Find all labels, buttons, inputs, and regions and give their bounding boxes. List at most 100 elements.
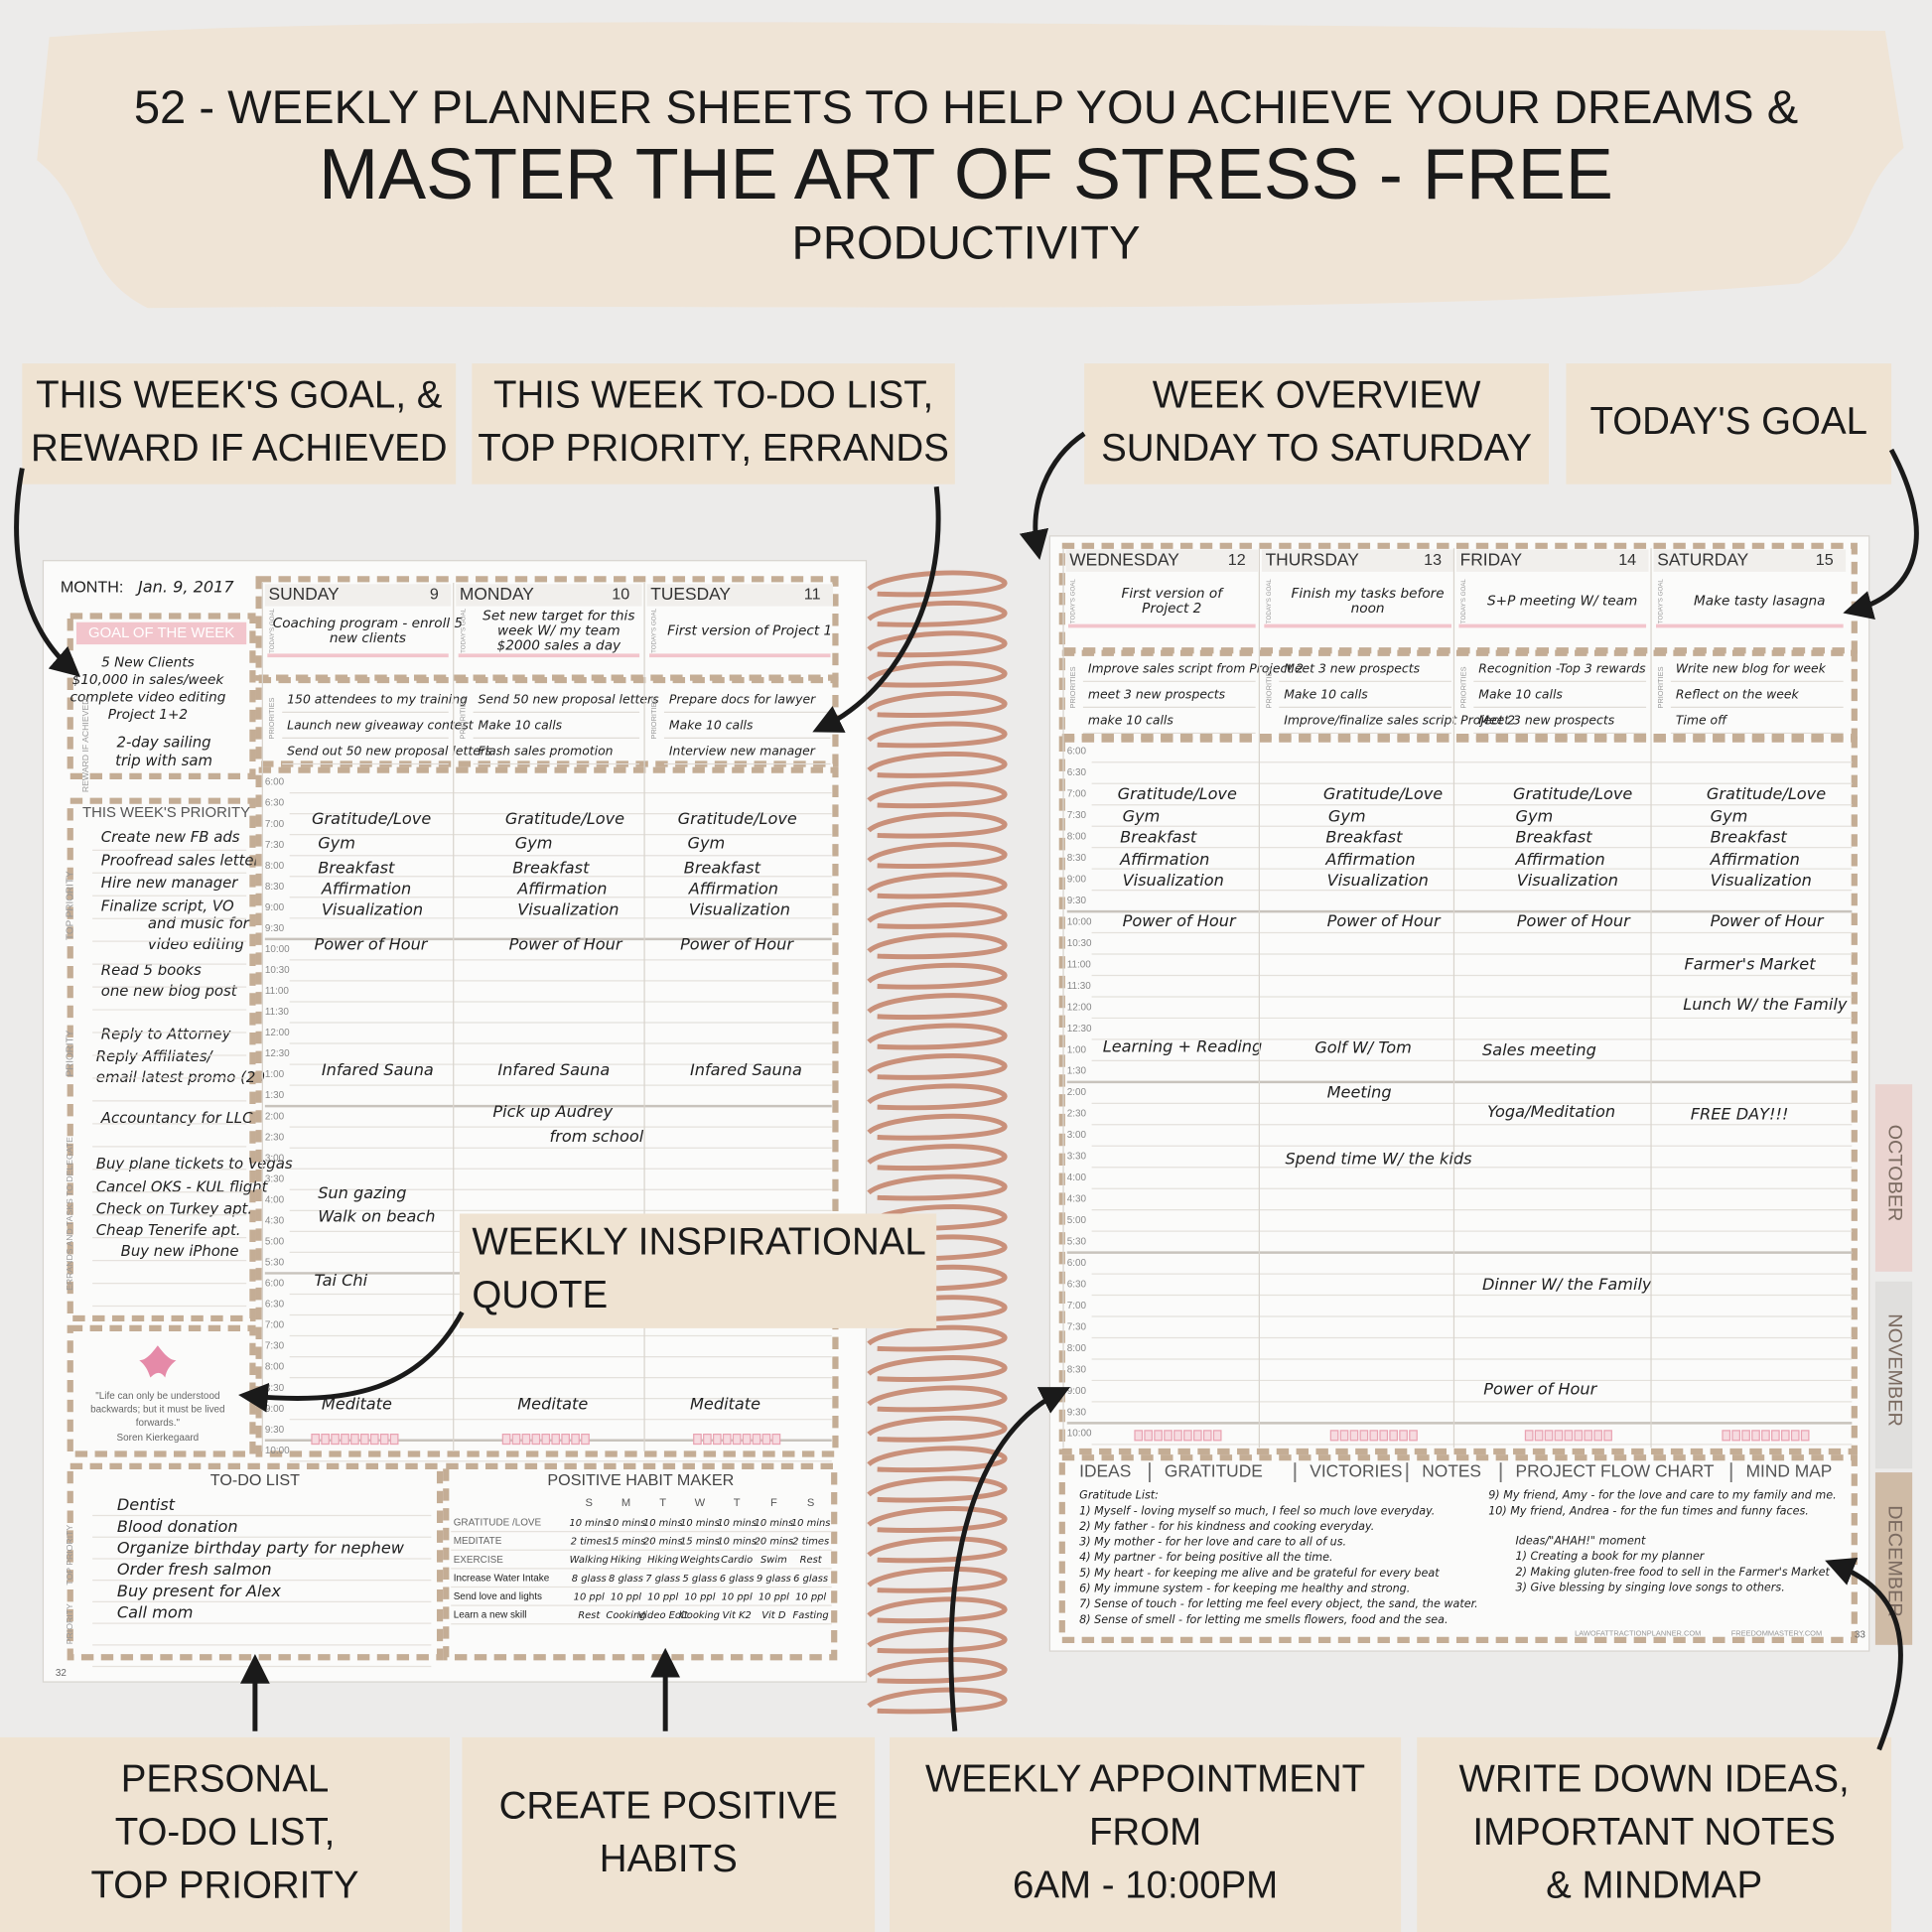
habit-cup (350, 1433, 359, 1446)
time-label: 8:30 (1067, 853, 1087, 864)
habit-cup (703, 1433, 712, 1446)
label: Finish my tasks before (1291, 586, 1444, 602)
label: 10 ppl (647, 1591, 678, 1602)
label: Make 10 calls (479, 717, 563, 732)
label: TODAY'S GOAL (1070, 579, 1077, 624)
habit-cup (1584, 1430, 1593, 1442)
entry: Breakfast (1711, 827, 1788, 846)
spiral-ring (867, 1626, 1008, 1654)
label: Make 10 calls (1478, 686, 1563, 701)
habit-cup (1329, 1430, 1339, 1442)
callout-text: REWARD IF ACHIEVED (31, 427, 448, 470)
month-tab-label: DECEMBER (1883, 1505, 1905, 1616)
time-label: 11:00 (265, 986, 290, 997)
label: 32 (56, 1668, 68, 1679)
entry: Lunch W/ the Family (1683, 995, 1848, 1014)
label: 10 ppl (684, 1591, 715, 1602)
note-tab: PROJECT FLOW CHART (1516, 1461, 1715, 1481)
habit-cup (722, 1433, 732, 1446)
habit-cup (360, 1433, 369, 1446)
label: Cancel OKS - KUL flight (96, 1177, 269, 1195)
day-name: SUNDAY (269, 584, 340, 604)
label: Reflect on the week (1676, 686, 1800, 701)
day-number: 13 (1424, 551, 1442, 569)
time-label: 7:00 (1067, 1301, 1087, 1311)
label: TODAY'S GOAL (1658, 579, 1665, 624)
label: 7 glass (645, 1574, 680, 1585)
label: Walking (570, 1555, 609, 1566)
spiral-ring (867, 1415, 1008, 1443)
entry: Breakfast (1325, 827, 1403, 846)
callout-text: WEEKLY INSPIRATIONAL (472, 1221, 925, 1264)
time-label: 9:30 (265, 923, 285, 934)
label: $10,000 in sales/week (72, 672, 225, 688)
habit-cup (1731, 1430, 1741, 1442)
entry: Meditate (517, 1394, 588, 1413)
habit-cup (1369, 1430, 1379, 1442)
dashed-frame (1058, 736, 1858, 1455)
habit-cup (389, 1433, 399, 1446)
day-number: 15 (1816, 551, 1834, 569)
label: 4) My partner - for being positive all t… (1079, 1551, 1332, 1564)
flower-icon (139, 1345, 177, 1378)
label: 10 mins (680, 1518, 720, 1529)
habit-cup (1183, 1430, 1192, 1442)
label: email latest promo (20 (96, 1068, 265, 1086)
label: 10 ppl (574, 1591, 605, 1602)
entry: Power of Hour (1517, 911, 1631, 930)
entry: Visualization (689, 900, 790, 919)
entry: Tai Chi (314, 1271, 367, 1290)
spiral-ring (867, 1475, 1008, 1503)
entry: Gym (1123, 806, 1161, 825)
callout-box (1084, 363, 1550, 484)
habit-cup (581, 1433, 590, 1446)
spiral-ring (867, 962, 1008, 990)
time-label: 6:30 (265, 1300, 285, 1311)
habit-cup (1359, 1430, 1369, 1442)
entry: Learning + Reading (1103, 1036, 1263, 1055)
label: 10 ppl (722, 1591, 753, 1602)
label: 5) My heart - for keeping me alive and b… (1079, 1567, 1440, 1580)
time-label: 7:30 (1067, 810, 1087, 821)
note-tab: VICTORIES (1310, 1461, 1402, 1481)
spiral-ring (867, 751, 1008, 778)
entry: Sun gazing (318, 1183, 406, 1202)
label: Improve/finalize sales script Project 2 (1284, 713, 1515, 728)
habit-cup (341, 1433, 349, 1446)
label: 10 mins (717, 1518, 757, 1529)
label: Gratitude List: (1079, 1489, 1159, 1502)
time-label: 9:30 (1067, 896, 1087, 906)
time-label: 12:30 (265, 1048, 290, 1059)
entry: Gym (1328, 806, 1366, 825)
label: Ideas/"AHAH!" moment (1516, 1535, 1646, 1548)
goal-banner (75, 621, 247, 645)
time-label: 3:30 (1067, 1152, 1087, 1163)
callout-box (22, 363, 457, 484)
spiral-ring (867, 1113, 1008, 1141)
label: TOP PRIORITY (65, 1525, 74, 1586)
spiral-ring (867, 1506, 1008, 1533)
habit-cup (1379, 1430, 1389, 1442)
time-label: 2:00 (265, 1111, 285, 1122)
time-label: 8:00 (265, 861, 285, 872)
day-number: 11 (804, 586, 821, 604)
entry: Affirmation (1515, 850, 1605, 869)
spiral-ring (867, 1596, 1008, 1624)
habit-cup (331, 1433, 340, 1446)
callout-text: WRITE DOWN IDEAS, (1459, 1758, 1850, 1801)
label: forwards." (136, 1418, 181, 1429)
time-label: 6:30 (1067, 1279, 1087, 1290)
label: T (659, 1497, 666, 1509)
label: S+P meeting W/ team (1487, 594, 1637, 610)
habit-cup (1554, 1430, 1564, 1442)
callout-text: TODAY'S GOAL (1589, 400, 1867, 443)
label: Reply Affiliates/ (96, 1047, 214, 1065)
time-label: 6:30 (1067, 767, 1087, 778)
arrow (1843, 448, 1919, 620)
habit-cup (1339, 1430, 1349, 1442)
habit-cup (1212, 1430, 1222, 1442)
label: Dentist (117, 1495, 176, 1514)
entry: Gym (688, 834, 726, 853)
label: Soren Kierkegaard (117, 1433, 200, 1444)
entry: Golf W/ Tom (1314, 1038, 1412, 1057)
